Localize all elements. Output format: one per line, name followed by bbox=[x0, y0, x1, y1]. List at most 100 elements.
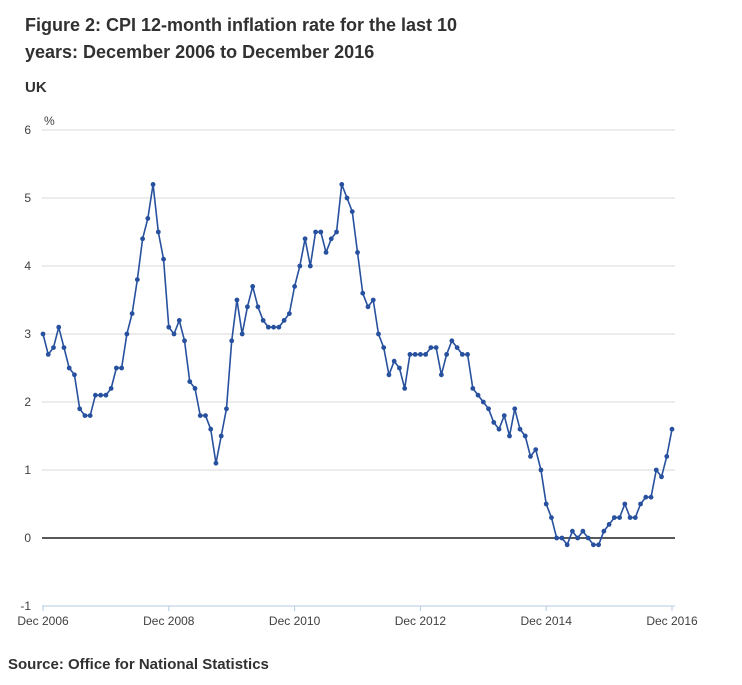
data-point-marker bbox=[281, 318, 287, 323]
y-axis-label: 5 bbox=[24, 191, 31, 205]
cpi-series-line bbox=[42, 183, 673, 546]
data-point-marker bbox=[465, 352, 470, 357]
data-point-marker bbox=[250, 284, 256, 289]
data-point-marker bbox=[66, 365, 72, 371]
data-point-marker bbox=[203, 413, 208, 418]
data-point-marker bbox=[507, 433, 512, 439]
data-point-marker bbox=[444, 352, 450, 357]
data-point-marker bbox=[549, 515, 554, 520]
data-point-marker bbox=[428, 345, 434, 350]
data-point-marker bbox=[119, 365, 125, 371]
data-point-marker bbox=[659, 474, 664, 480]
data-point-marker bbox=[533, 447, 539, 452]
data-point-marker bbox=[61, 345, 67, 350]
data-point-marker bbox=[622, 501, 628, 507]
y-axis-label: 6 bbox=[24, 123, 31, 137]
data-point-marker bbox=[239, 331, 245, 337]
y-axis-label: 0 bbox=[24, 531, 31, 545]
data-point-marker bbox=[433, 345, 439, 350]
y-axis-unit-label: % bbox=[44, 114, 55, 128]
data-point-marker bbox=[260, 318, 266, 323]
data-point-marker bbox=[664, 454, 670, 459]
data-point-marker bbox=[307, 263, 313, 269]
x-axis-label: Dec 2006 bbox=[17, 614, 69, 628]
data-point-marker bbox=[176, 318, 182, 323]
data-point-marker bbox=[323, 250, 329, 255]
data-point-marker bbox=[140, 236, 145, 242]
data-point-marker bbox=[496, 426, 502, 432]
data-point-marker bbox=[449, 338, 455, 344]
y-axis-label: 4 bbox=[24, 259, 31, 273]
data-point-marker bbox=[56, 324, 62, 330]
data-point-marker bbox=[653, 467, 659, 473]
data-point-marker bbox=[360, 290, 366, 296]
region-label: UK bbox=[25, 79, 47, 96]
data-point-marker bbox=[313, 229, 318, 235]
data-point-marker bbox=[522, 433, 528, 439]
data-point-marker bbox=[669, 426, 675, 432]
data-point-marker bbox=[365, 304, 371, 310]
data-point-marker bbox=[418, 352, 423, 357]
data-point-marker bbox=[124, 331, 130, 337]
data-point-marker bbox=[103, 392, 109, 398]
data-point-marker bbox=[51, 345, 56, 350]
data-point-marker bbox=[517, 426, 523, 432]
data-point-marker bbox=[590, 542, 596, 548]
data-point-marker bbox=[108, 386, 114, 391]
data-point-marker bbox=[611, 515, 617, 520]
inflation-line-chart: 6 5 4 3 2 1 0 -1% Dec 2006 Dec 2008 Dec 2010 Dec 20… bbox=[17, 114, 698, 628]
data-point-marker bbox=[265, 324, 271, 330]
data-point-marker bbox=[255, 304, 261, 310]
data-point-marker bbox=[72, 372, 77, 378]
data-point-marker bbox=[480, 399, 486, 405]
data-point-marker bbox=[161, 256, 166, 262]
data-point-marker bbox=[491, 420, 497, 425]
data-point-marker bbox=[580, 528, 586, 534]
data-point-marker bbox=[45, 352, 51, 357]
data-point-marker bbox=[606, 522, 612, 527]
data-point-marker bbox=[87, 413, 93, 418]
data-point-marker bbox=[643, 494, 649, 500]
data-point-marker bbox=[344, 195, 350, 201]
data-point-marker bbox=[302, 236, 308, 242]
data-point-marker bbox=[370, 297, 376, 303]
x-axis-label: Dec 2014 bbox=[521, 614, 573, 628]
data-point-marker bbox=[187, 379, 193, 384]
data-point-marker bbox=[501, 413, 507, 418]
data-point-marker bbox=[339, 182, 345, 187]
data-point-marker bbox=[386, 372, 392, 378]
data-point-marker bbox=[376, 331, 381, 337]
data-point-marker bbox=[192, 386, 198, 391]
data-point-marker bbox=[328, 236, 334, 242]
data-point-marker bbox=[538, 467, 544, 473]
y-axis-label: -1 bbox=[20, 599, 31, 613]
data-point-marker bbox=[98, 392, 104, 398]
data-point-marker bbox=[638, 501, 643, 507]
data-point-marker bbox=[349, 209, 355, 215]
data-point-marker bbox=[297, 263, 303, 269]
x-axis-label: Dec 2010 bbox=[269, 614, 321, 628]
data-point-marker bbox=[271, 324, 277, 330]
data-point-marker bbox=[234, 297, 240, 303]
data-point-marker bbox=[197, 413, 203, 418]
data-point-marker bbox=[218, 433, 224, 439]
data-point-marker bbox=[486, 406, 491, 412]
data-point-marker bbox=[397, 365, 402, 371]
data-point-marker bbox=[334, 229, 339, 235]
data-point-marker bbox=[564, 542, 570, 548]
data-point-marker bbox=[182, 338, 187, 344]
data-point-marker bbox=[570, 528, 575, 534]
data-point-marker bbox=[77, 406, 83, 412]
y-axis-label: 3 bbox=[24, 327, 31, 341]
data-point-marker bbox=[423, 352, 429, 357]
data-point-marker bbox=[229, 338, 235, 344]
data-point-marker bbox=[438, 372, 444, 378]
data-point-marker bbox=[245, 304, 250, 310]
data-point-marker bbox=[470, 386, 476, 391]
data-point-marker bbox=[213, 460, 219, 466]
data-point-marker bbox=[601, 528, 607, 534]
data-point-marker bbox=[617, 515, 622, 520]
data-point-marker bbox=[543, 501, 549, 507]
data-point-marker bbox=[224, 406, 229, 412]
